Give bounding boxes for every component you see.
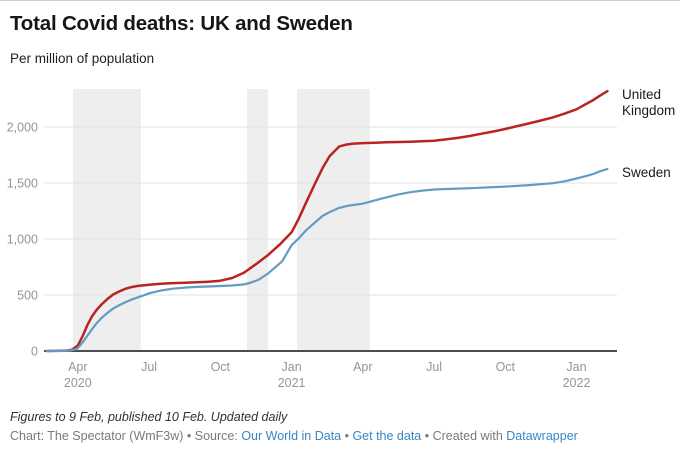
highlight-band bbox=[246, 89, 268, 351]
x-tick-label: Oct bbox=[496, 360, 516, 374]
source-link[interactable]: Our World in Data bbox=[241, 429, 342, 443]
y-tick-label: 1,500 bbox=[7, 177, 38, 191]
line-chart: 0 500 1,000 1,500 2,000 Apr 2020 Jul Oct Jan 2021 A… bbox=[7, 87, 676, 390]
y-tick-label: 0 bbox=[31, 345, 38, 359]
get-data-link[interactable]: Get the data bbox=[352, 429, 422, 443]
footer-notes: Figures to 9 Feb, published 10 Feb. Upda… bbox=[10, 410, 288, 424]
y-tick-label: 2,000 bbox=[7, 121, 38, 135]
byline-text: Chart: The Spectator (WmF3w) • Source: bbox=[10, 429, 242, 443]
sweden-line bbox=[45, 167, 609, 353]
united-kingdom-line bbox=[45, 89, 609, 353]
byline-text: • bbox=[341, 429, 353, 443]
chart-title: Total Covid deaths: UK and Sweden bbox=[10, 12, 353, 35]
x-tick-label: Oct bbox=[211, 360, 231, 374]
series-label: Kingdom bbox=[622, 103, 675, 118]
x-tick-year-label: 2022 bbox=[563, 376, 591, 390]
footer-byline: Chart: The Spectator (WmF3w) • Source: O… bbox=[10, 429, 578, 443]
highlight-band bbox=[297, 89, 370, 351]
x-tick-label: Jan bbox=[566, 360, 586, 374]
x-tick-year-label: 2020 bbox=[64, 376, 92, 390]
x-tick-label: Jul bbox=[141, 360, 157, 374]
byline-text: Created with bbox=[432, 429, 507, 443]
datawrapper-link[interactable]: Datawrapper bbox=[506, 429, 578, 443]
highlight-band bbox=[73, 89, 141, 351]
y-tick-label: 1,000 bbox=[7, 233, 38, 247]
x-tick-label: Jan bbox=[282, 360, 302, 374]
x-tick-label: Apr bbox=[353, 360, 372, 374]
x-tick-year-label: 2021 bbox=[278, 376, 306, 390]
chart-subtitle: Per million of population bbox=[10, 51, 155, 66]
x-tick-label: Apr bbox=[68, 360, 87, 374]
byline-text: • bbox=[421, 429, 433, 443]
series-label: United bbox=[622, 87, 661, 102]
series-label: Sweden bbox=[622, 165, 671, 180]
y-tick-label: 500 bbox=[17, 289, 38, 303]
x-tick-label: Jul bbox=[426, 360, 442, 374]
